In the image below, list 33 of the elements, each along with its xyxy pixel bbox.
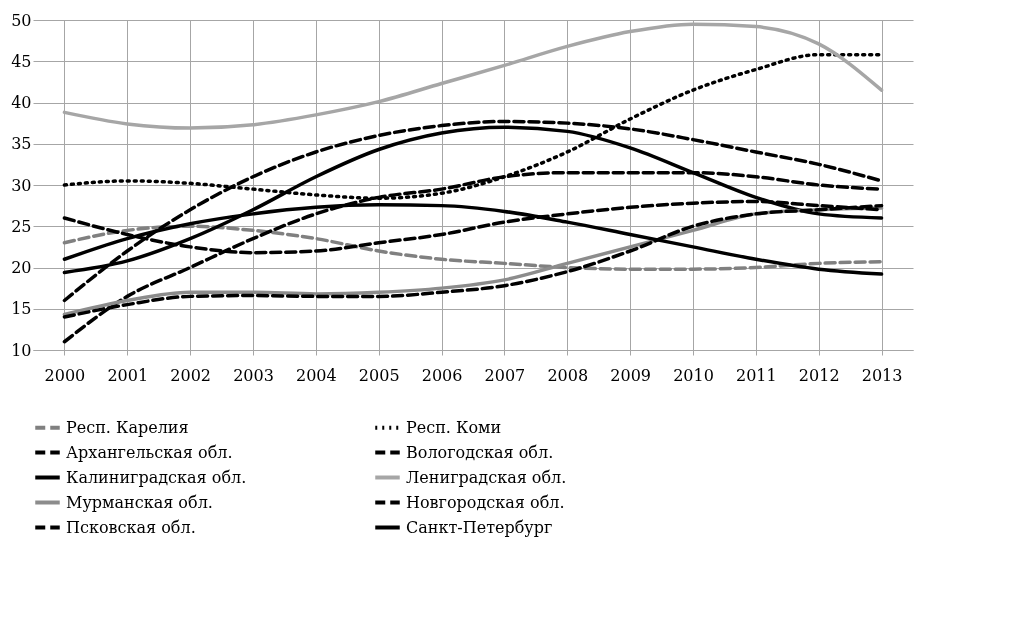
y-tick-label: 25 xyxy=(11,216,32,236)
y-tick-label: 35 xyxy=(11,134,32,154)
x-tick-label: 2010 xyxy=(673,365,714,385)
x-tick-label: 2003 xyxy=(233,365,274,385)
legend-label: Вологодская обл. xyxy=(406,442,554,462)
legend-label: Лениградская обл. xyxy=(406,467,567,487)
y-tick-label: 10 xyxy=(11,340,32,360)
legend-label: Санкт-Петербург xyxy=(406,517,553,537)
x-tick-label: 2002 xyxy=(170,365,211,385)
legend-label: Респ. Коми xyxy=(406,417,502,437)
legend-label: Калиниградская обл. xyxy=(66,467,247,487)
x-tick-label: 2004 xyxy=(296,365,337,385)
x-tick-label: 2005 xyxy=(358,365,400,385)
y-tick-label: 15 xyxy=(11,299,32,319)
x-tick-label: 2011 xyxy=(736,365,777,385)
x-tick-label: 2000 xyxy=(44,365,86,385)
y-tick-label: 20 xyxy=(11,258,32,277)
x-tick-label: 2009 xyxy=(610,365,651,385)
x-tick-label: 2013 xyxy=(861,365,903,385)
y-tick-label: 50 xyxy=(11,10,32,30)
x-tick-label: 2007 xyxy=(484,365,526,385)
legend-label: Архангельская обл. xyxy=(66,442,233,462)
legend-label: Респ. Карелия xyxy=(66,417,189,437)
y-tick-label: 30 xyxy=(11,175,32,195)
y-tick-label: 40 xyxy=(11,93,32,112)
legend-label: Псковская обл. xyxy=(66,517,196,537)
legend-label: Мурманская обл. xyxy=(66,492,213,512)
x-tick-label: 2008 xyxy=(547,365,589,385)
legend-label: Новгородская обл. xyxy=(406,492,565,512)
x-tick-label: 2012 xyxy=(798,365,840,385)
y-tick-label: 45 xyxy=(11,51,32,71)
x-tick-label: 2006 xyxy=(421,365,463,385)
x-tick-label: 2001 xyxy=(107,365,149,385)
